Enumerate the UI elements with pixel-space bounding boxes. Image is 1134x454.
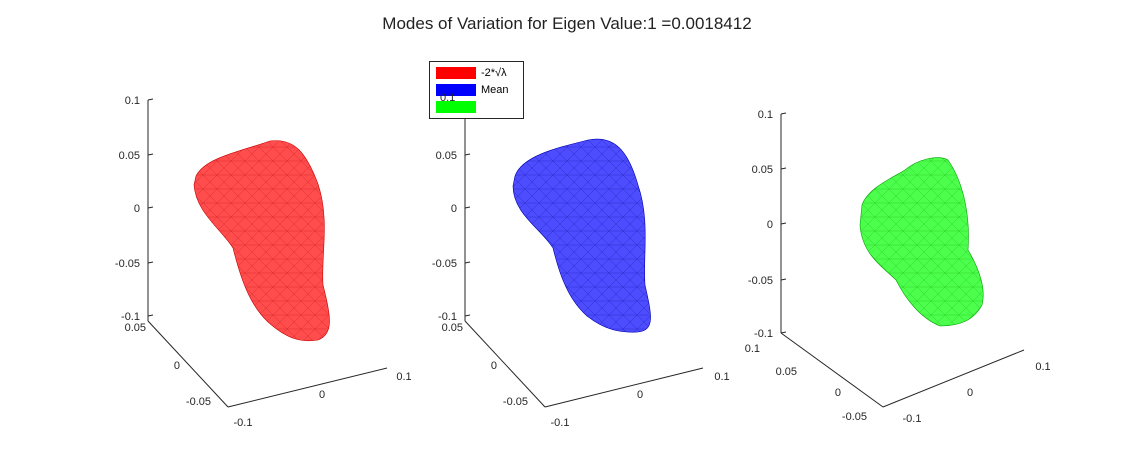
z-tick-mark [464, 206, 471, 209]
x-tick-label: 0.1 [396, 371, 411, 383]
y-axis-line [464, 320, 546, 408]
x-tick-label: -0.1 [234, 417, 253, 429]
z-tick-mark [147, 206, 154, 209]
z-tick-mark [780, 331, 787, 334]
y-tick-label: 0.1 [745, 343, 760, 355]
legend-swatch-blue [436, 84, 476, 96]
z-tick-mark [780, 278, 787, 281]
z-tick-label: -0.05 [748, 275, 773, 287]
y-tick-label: 0.05 [125, 322, 146, 334]
x-axis-line [544, 367, 704, 408]
z-tick-label: 0.05 [752, 164, 773, 176]
z-tick-label: 0.1 [125, 95, 140, 107]
legend-swatch-green [436, 101, 476, 113]
z-tick-label: 0.1 [758, 109, 773, 121]
z-tick-label: -0.1 [754, 328, 773, 340]
y-tick-label: 0 [835, 387, 841, 399]
x-axis-line [882, 349, 1025, 408]
y-tick-label: -0.05 [186, 396, 211, 408]
y-tick-label: 0.05 [442, 322, 463, 334]
z-tick-mark [780, 112, 787, 115]
z-tick-label: 0.05 [119, 150, 140, 162]
y-tick-label: 0 [174, 360, 180, 372]
surface-mesh-wire [194, 140, 330, 341]
axes-2: 0.10.050-0.05-0.10.050-0.05-0.100.1 [432, 95, 730, 429]
x-tick-label: 0.1 [1035, 361, 1050, 373]
z-tick-label: 0 [134, 203, 140, 215]
z-tick-label: -0.05 [115, 258, 140, 270]
y-tick-label: 0 [491, 360, 497, 372]
y-axis-line [780, 332, 884, 408]
x-tick-label: 0 [319, 389, 325, 401]
legend-swatch-red [436, 67, 476, 79]
z-tick-label: 0.05 [436, 150, 457, 162]
z-tick-mark [147, 153, 154, 156]
z-tick-label: -0.1 [121, 311, 140, 323]
z-tick-mark [464, 153, 471, 156]
z-tick-mark [780, 222, 787, 225]
legend-overlap-tick: 0.1 [440, 92, 456, 104]
x-tick-label: 0 [967, 387, 973, 399]
z-tick-mark [147, 98, 154, 101]
legend: -2*√λ Mean 0.1 [429, 61, 524, 119]
legend-label-red: -2*√λ [481, 67, 507, 79]
y-tick-label: -0.05 [842, 411, 867, 423]
surface-mesh-wire [860, 157, 984, 326]
x-axis-line [227, 367, 388, 408]
z-tick-mark [147, 261, 154, 264]
x-tick-label: -0.1 [903, 413, 922, 425]
z-tick-mark [464, 261, 471, 264]
z-tick-label: -0.05 [432, 258, 457, 270]
z-tick-label: 0 [451, 203, 457, 215]
figure-title: Modes of Variation for Eigen Value:1 =0.… [382, 14, 752, 33]
x-tick-label: -0.1 [551, 417, 570, 429]
axes-3: 0.10.050-0.05-0.10.10.050-0.05 -0.100.1 [745, 109, 1051, 425]
x-tick-label: 0 [637, 389, 643, 401]
legend-label-blue: Mean [481, 84, 509, 96]
y-tick-label: -0.05 [503, 396, 528, 408]
z-tick-mark [780, 167, 787, 170]
z-tick-mark [464, 314, 471, 317]
z-tick-label: 0 [767, 219, 773, 231]
legend-entry-green [436, 100, 481, 114]
z-tick-label: -0.1 [438, 311, 457, 323]
z-tick-mark [147, 314, 154, 317]
y-tick-label: 0.05 [776, 366, 797, 378]
legend-entry-blue: Mean [436, 83, 509, 97]
surface-mesh-wire [513, 139, 651, 333]
y-axis-line [147, 320, 229, 408]
x-tick-label: 0.1 [714, 371, 729, 383]
axes-1: 0.10.050-0.05-0.10.050-0.05-0.100.1 [115, 95, 412, 429]
legend-entry-red: -2*√λ [436, 66, 507, 80]
